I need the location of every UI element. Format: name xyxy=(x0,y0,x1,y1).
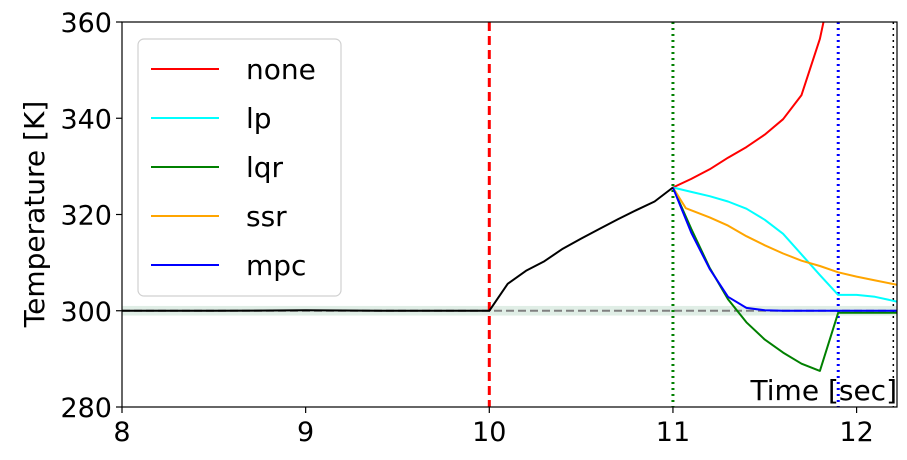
x-tick-label-1: 9 xyxy=(297,417,314,448)
legend-label-none: none xyxy=(246,53,316,86)
baseline-line xyxy=(122,186,674,312)
x-tick-label-0: 8 xyxy=(113,417,130,448)
legend-label-lp: lp xyxy=(246,102,272,135)
legend-label-ssr: ssr xyxy=(246,200,287,233)
series-lp-line xyxy=(672,186,897,303)
series-ssr-line xyxy=(672,186,897,286)
y-tick-label-3: 340 xyxy=(60,104,112,135)
x-tick-label-4: 12 xyxy=(839,417,873,448)
series-lqr-line xyxy=(671,187,897,372)
y-tick-label-4: 360 xyxy=(60,8,112,39)
y-tick-label-0: 280 xyxy=(60,393,112,424)
legend-label-lqr: lqr xyxy=(246,151,284,184)
legend-box xyxy=(137,38,342,297)
series-none-line xyxy=(672,22,825,189)
x-tick-label-2: 10 xyxy=(472,417,506,448)
axis-ticks: 8 9 10 11 12 280 300 320 340 360 xyxy=(60,8,873,448)
plot-area xyxy=(122,22,897,407)
x-tick-label-3: 11 xyxy=(656,417,690,448)
y-tick-label-2: 320 xyxy=(60,201,112,232)
legend: none lp lqr ssr mpc xyxy=(137,38,342,297)
y-axis-label: Temperature [K] xyxy=(18,101,51,328)
series-mpc-line xyxy=(671,187,897,312)
x-axis-label: Time [sec] xyxy=(750,374,897,407)
legend-label-mpc: mpc xyxy=(246,249,306,282)
y-tick-label-1: 300 xyxy=(60,297,112,328)
